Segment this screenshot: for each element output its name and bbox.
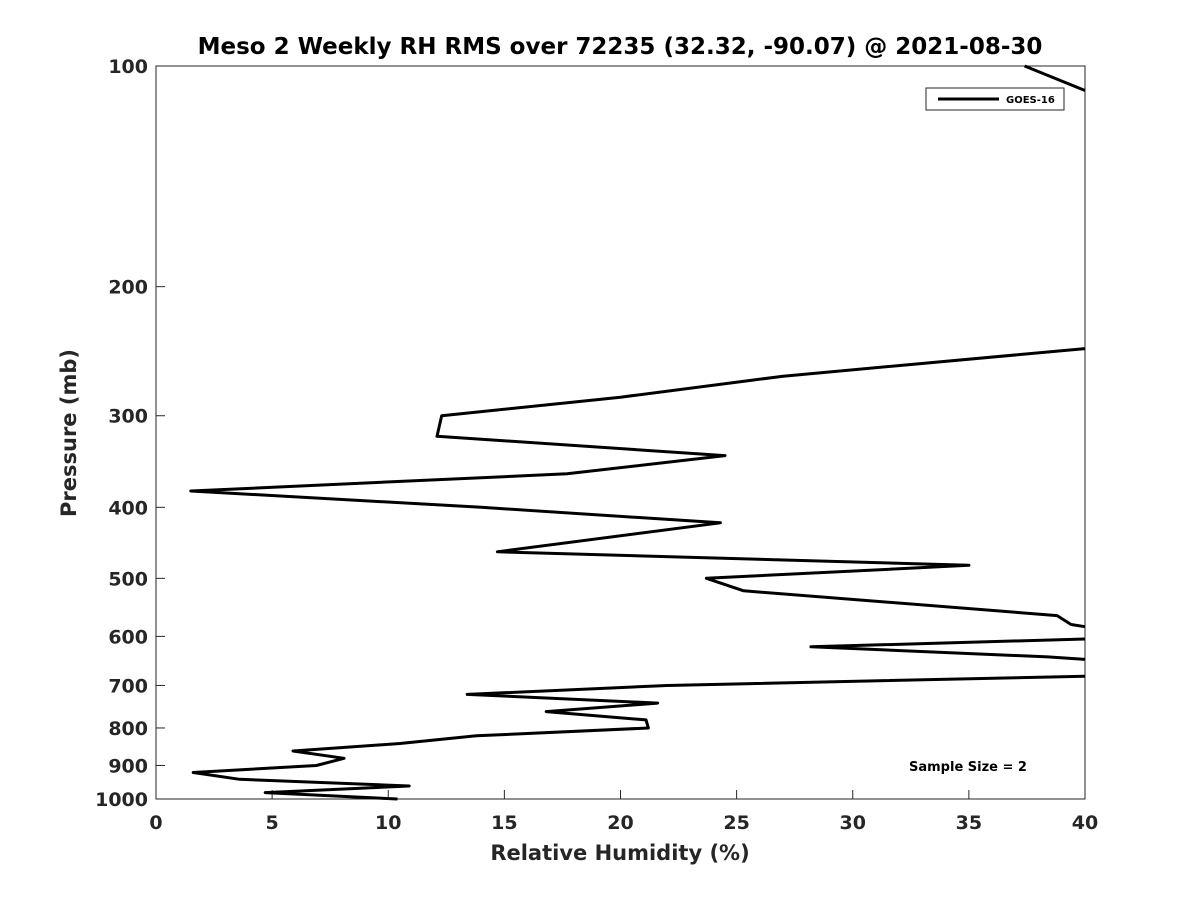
y-tick-label: 200 xyxy=(108,277,148,299)
legend-entry-goes-16: GOES-16 xyxy=(1006,95,1055,106)
y-axis-ticks: 100 200 300 400 500 600 700 800 900 1000 xyxy=(95,56,165,811)
series-line-goes-16-segment xyxy=(1024,64,1086,92)
x-tick-label: 40 xyxy=(1072,812,1098,834)
y-tick-label: 800 xyxy=(108,718,148,740)
series-line-goes-16-segment xyxy=(191,674,1086,801)
series-line-goes-16-segment xyxy=(809,637,1086,661)
series-lines xyxy=(189,64,1086,801)
sample-size-annotation: Sample Size = 2 xyxy=(909,760,1027,775)
x-tick-label: 15 xyxy=(491,812,517,834)
chart-title: Meso 2 Weekly RH RMS over 72235 (32.32, … xyxy=(198,34,1043,60)
y-tick-label: 1000 xyxy=(95,789,148,811)
x-tick-label: 10 xyxy=(375,812,401,834)
x-axis-label: Relative Humidity (%) xyxy=(490,841,749,865)
x-tick-label: 20 xyxy=(607,812,633,834)
x-axis-ticks: 0 5 10 15 20 25 30 35 40 xyxy=(149,790,1098,834)
x-tick-label: 25 xyxy=(723,812,749,834)
y-tick-label: 300 xyxy=(108,406,148,428)
y-tick-label: 400 xyxy=(108,497,148,519)
x-tick-label: 5 xyxy=(266,812,279,834)
series-line-goes-16-segment xyxy=(189,347,1086,629)
legend: GOES-16 xyxy=(925,87,1065,111)
y-tick-label: 600 xyxy=(108,626,148,648)
y-tick-label: 700 xyxy=(108,675,148,697)
y-tick-label: 900 xyxy=(108,755,148,777)
x-tick-label: 30 xyxy=(840,812,866,834)
y-axis-label: Pressure (mb) xyxy=(57,349,81,517)
x-tick-label: 35 xyxy=(956,812,982,834)
y-tick-label: 500 xyxy=(108,568,148,590)
y-tick-label: 100 xyxy=(108,56,148,78)
x-tick-label: 0 xyxy=(149,812,162,834)
